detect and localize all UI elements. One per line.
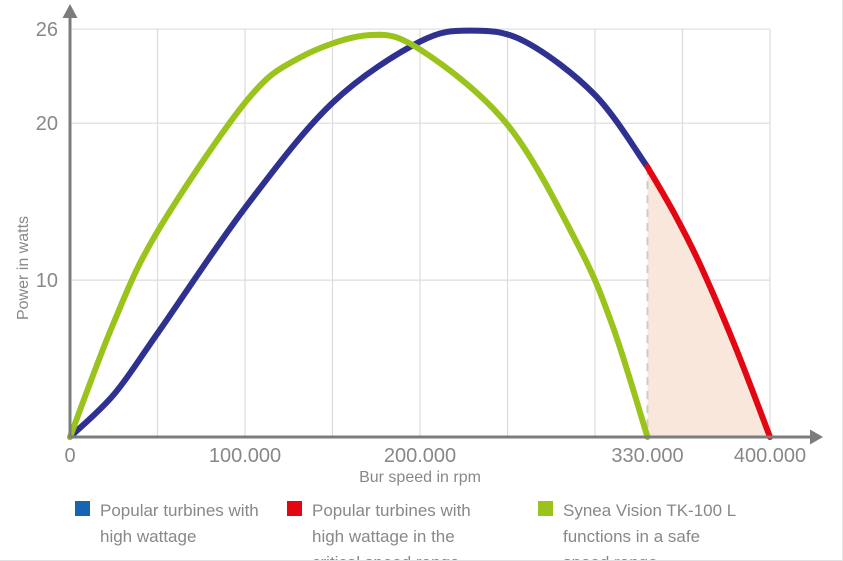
legend-label-line: functions in a safe xyxy=(563,527,701,546)
legend-label-line: Popular turbines with xyxy=(312,501,471,520)
y-tick-label: 20 xyxy=(36,113,58,135)
x-tick-label: 330.000 xyxy=(611,445,683,467)
legend-label: Popular turbines with high wattage xyxy=(100,498,259,550)
legend: Popular turbines with high wattage Popular… xyxy=(0,498,842,560)
x-axis-arrow-icon xyxy=(810,429,823,445)
x-tick-label: 400.000 xyxy=(734,445,806,467)
green-synea-curve xyxy=(67,31,651,440)
legend-label-line: critical speed range xyxy=(312,550,471,560)
y-axis-title: Power in watts xyxy=(15,216,32,320)
y-tick-label: 26 xyxy=(36,19,58,41)
y-tick-label: 10 xyxy=(36,270,58,292)
x-tick-label: 0 xyxy=(64,445,75,467)
red-critical-range-curve xyxy=(644,164,773,440)
legend-label: Popular turbines with high wattage in the… xyxy=(312,498,471,560)
axes xyxy=(62,4,823,445)
legend-item: Synea Vision TK-100 L functions in a safe… xyxy=(538,498,737,560)
legend-swatch-icon xyxy=(75,501,90,516)
legend-item: Popular turbines with high wattage in the… xyxy=(287,498,471,560)
blue-high-wattage-curve xyxy=(67,27,651,440)
legend-swatch-icon xyxy=(287,501,302,516)
legend-label-line: speed range xyxy=(563,550,736,560)
legend-label: Synea Vision TK-100 L functions in a safe… xyxy=(563,498,737,560)
x-axis-title: Bur speed in rpm xyxy=(359,469,481,486)
critical-range-area xyxy=(647,167,770,437)
y-axis-arrow-icon xyxy=(62,4,78,18)
legend-label-line: Popular turbines with xyxy=(100,501,259,520)
tick-labels: 0 100.000 200.000 330.000 400.000 10 20 26 xyxy=(36,19,806,467)
curves xyxy=(67,27,773,440)
x-tick-label: 100.000 xyxy=(209,445,281,467)
legend-swatch-icon xyxy=(538,501,553,516)
x-tick-label: 200.000 xyxy=(384,445,456,467)
power-speed-chart: 0 100.000 200.000 330.000 400.000 10 20 26 Bur … xyxy=(15,4,823,486)
legend-label-line: high wattage in the xyxy=(312,527,455,546)
legend-label-line: high wattage xyxy=(100,527,197,546)
legend-label-line: Synea Vision TK-100 L xyxy=(563,501,737,520)
legend-item: Popular turbines with high wattage xyxy=(75,498,259,550)
critical-range-fill xyxy=(647,167,770,437)
